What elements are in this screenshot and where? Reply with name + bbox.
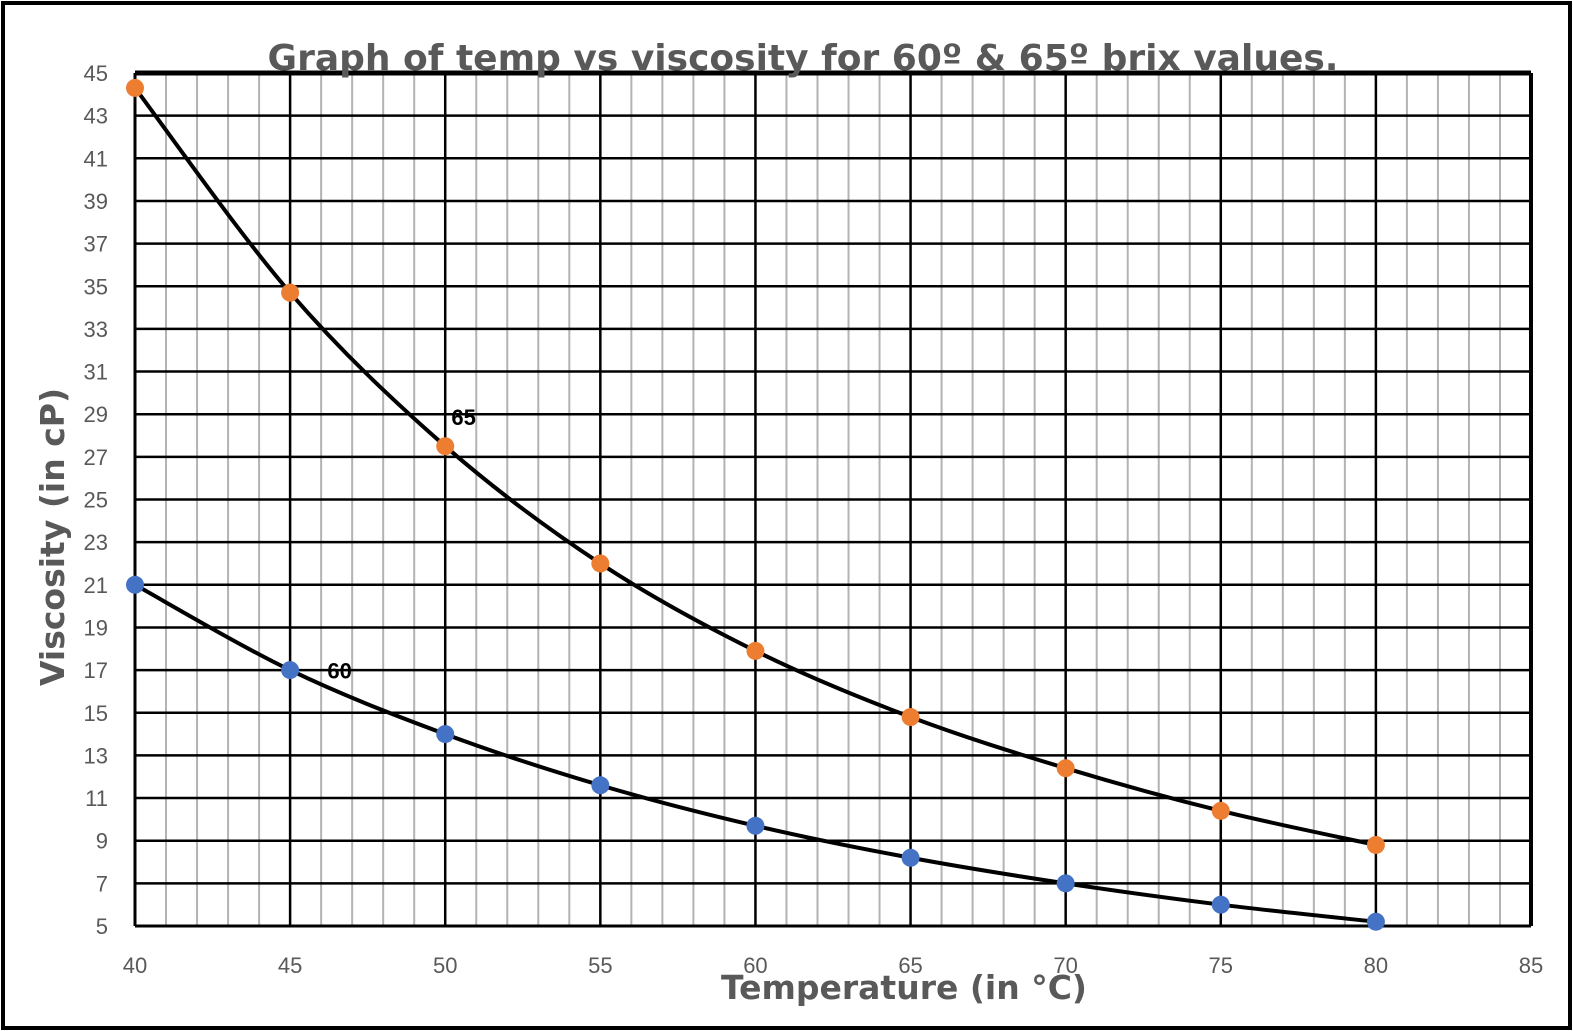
y-tick-labels: 5 7 9 11 13 15 17 19 21 23 25 27 29 31 33 35 37 39 41 43 45 xyxy=(84,61,108,939)
y-tick-label: 25 xyxy=(84,488,108,513)
data-point-60 xyxy=(901,848,920,867)
axes xyxy=(133,70,1533,928)
y-tick-label: 21 xyxy=(84,573,108,598)
x-tick-label: 75 xyxy=(1209,953,1233,978)
y-tick-label: 35 xyxy=(84,274,108,299)
data-point-65 xyxy=(1366,835,1385,854)
y-tick-label: 43 xyxy=(84,104,108,129)
data-point-60 xyxy=(436,725,455,744)
series-label-60: 60 xyxy=(327,659,351,684)
data-point-65 xyxy=(281,283,300,302)
x-tick-label: 40 xyxy=(123,953,147,978)
x-tick-label: 45 xyxy=(278,953,302,978)
y-tick-label: 7 xyxy=(96,871,108,896)
y-axis-title: Viscosity (in cP) xyxy=(33,388,72,686)
y-tick-label: 9 xyxy=(96,829,108,854)
data-point-65 xyxy=(591,554,610,573)
data-point-65 xyxy=(126,78,144,97)
data-point-65 xyxy=(436,437,455,456)
data-point-65 xyxy=(1056,759,1075,778)
y-tick-label: 45 xyxy=(84,61,108,86)
y-tick-label: 11 xyxy=(85,786,108,811)
data-point-60 xyxy=(746,816,765,835)
y-tick-label: 5 xyxy=(96,914,108,939)
data-point-60 xyxy=(126,575,144,594)
y-tick-label: 33 xyxy=(84,317,108,342)
y-tick-label: 37 xyxy=(84,232,108,257)
series-label-65: 65 xyxy=(451,405,475,430)
y-tick-label: 17 xyxy=(84,658,108,683)
x-tick-label: 85 xyxy=(1519,953,1543,978)
y-tick-label: 13 xyxy=(84,743,108,768)
series-labels: 60 65 xyxy=(327,405,476,684)
series-line-65 xyxy=(133,86,1377,847)
y-tick-label: 15 xyxy=(84,701,108,726)
y-tick-label: 27 xyxy=(84,445,108,470)
data-point-60 xyxy=(591,776,610,795)
data-point-65 xyxy=(746,641,765,660)
data-point-60 xyxy=(1056,874,1075,893)
x-tick-label: 55 xyxy=(588,953,612,978)
data-point-60 xyxy=(281,661,300,680)
data-point-60 xyxy=(1211,895,1230,914)
x-axis-title: Temperature (in °C) xyxy=(721,968,1087,1007)
y-tick-label: 23 xyxy=(84,530,108,555)
x-tick-label: 60 xyxy=(743,953,767,978)
y-tick-label: 29 xyxy=(84,402,108,427)
x-tick-label: 70 xyxy=(1053,953,1077,978)
x-tick-label: 80 xyxy=(1364,953,1388,978)
x-tick-label: 50 xyxy=(433,953,457,978)
y-tick-label: 39 xyxy=(84,189,108,214)
y-tick-label: 31 xyxy=(84,360,108,385)
x-tick-label: 65 xyxy=(898,953,922,978)
y-tick-label: 41 xyxy=(84,146,108,171)
major-gridlines xyxy=(133,71,1533,928)
data-point-65 xyxy=(1211,801,1230,820)
y-tick-label: 19 xyxy=(84,615,108,640)
series-points xyxy=(126,78,1385,931)
data-point-65 xyxy=(901,708,920,727)
x-tick-labels: 40 45 50 55 60 65 70 75 80 85 xyxy=(123,953,1543,978)
chart-title: Graph of temp vs viscosity for 60º & 65º… xyxy=(268,38,1339,79)
data-point-60 xyxy=(1366,912,1385,931)
